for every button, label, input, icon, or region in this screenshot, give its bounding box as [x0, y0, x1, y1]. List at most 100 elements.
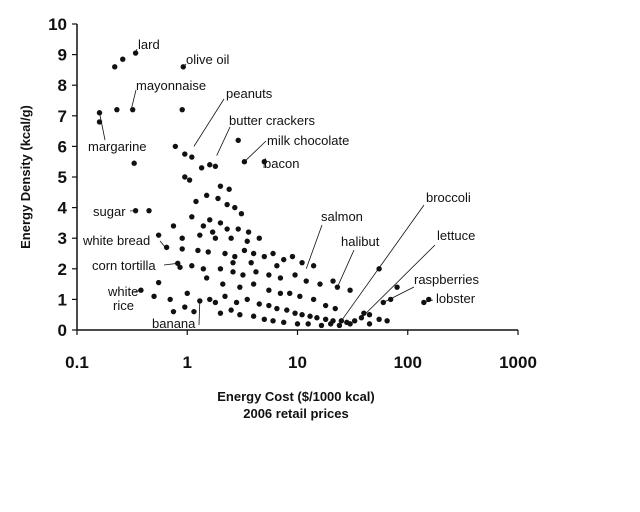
data-point: [120, 56, 126, 62]
data-point: [212, 235, 219, 241]
data-point: [209, 229, 216, 235]
data-point: [244, 296, 250, 303]
data-point: [376, 316, 382, 322]
data-point: [261, 253, 268, 260]
data-point: [366, 312, 373, 318]
y-tick-label: 8: [58, 76, 67, 95]
data-point: [203, 192, 210, 199]
data-point: [131, 160, 137, 166]
data-point: [248, 259, 254, 266]
annotation-leader: [159, 240, 167, 250]
annotation-label: raspberries: [414, 272, 480, 287]
y-tick-label: 7: [58, 107, 67, 126]
data-point: [220, 281, 226, 287]
annotation-label: olive oil: [186, 52, 229, 67]
data-point: [197, 232, 203, 238]
x-tick-label: 100: [394, 353, 422, 372]
annotation-label: broccoli: [426, 190, 471, 205]
data-point: [297, 293, 303, 300]
data-point: [237, 284, 243, 290]
data-point: [207, 296, 213, 303]
data-point: [250, 250, 257, 257]
data-point: [167, 296, 173, 303]
annotation-label: peanuts: [226, 86, 273, 101]
y-tick-label: 3: [58, 229, 67, 248]
data-point: [179, 235, 185, 241]
data-point: [205, 249, 211, 255]
annotation-leader: [361, 244, 436, 319]
annotation-label: butter crackers: [229, 113, 315, 128]
annotation-label: lettuce: [437, 228, 475, 243]
data-point: [129, 106, 136, 113]
y-tick-label: 1: [58, 290, 67, 309]
data-point: [207, 217, 213, 223]
data-point: [238, 211, 245, 217]
data-point: [228, 235, 234, 241]
data-point: [318, 322, 325, 329]
data-point: [200, 223, 207, 229]
data-point: [232, 253, 238, 260]
data-point: [277, 290, 284, 296]
data-point: [394, 284, 400, 290]
data-point: [179, 106, 185, 113]
data-point: [230, 269, 236, 275]
data-point: [207, 162, 213, 168]
data-point: [347, 287, 353, 293]
data-point: [151, 293, 157, 300]
y-tick-label: 6: [58, 137, 67, 156]
data-point: [270, 250, 276, 257]
data-point: [421, 299, 427, 306]
data-point: [146, 207, 152, 214]
data-point: [281, 256, 287, 263]
x-tick-label: 10: [288, 353, 307, 372]
data-point: [186, 177, 193, 183]
data-point: [266, 287, 272, 293]
data-point: [294, 321, 301, 327]
annotation-leader: [423, 299, 434, 303]
data-point: [317, 281, 323, 287]
data-point: [299, 312, 305, 318]
data-point: [114, 106, 120, 113]
data-point: [245, 229, 252, 235]
x-axis-subtitle: 2006 retail prices: [243, 406, 349, 421]
y-tick-label: 4: [58, 199, 68, 218]
annotation-leader: [383, 286, 415, 303]
data-point: [250, 313, 257, 319]
data-point: [292, 272, 298, 278]
data-point: [226, 186, 232, 192]
data-point: [179, 246, 185, 252]
annotation-leader: [132, 289, 142, 293]
data-point: [256, 301, 262, 307]
data-point: [189, 154, 195, 160]
annotation-leader: [341, 204, 425, 322]
data-point: [203, 275, 210, 281]
annotation-label: milk chocolate: [267, 133, 349, 148]
annotation-label: white bread: [82, 233, 150, 248]
data-point: [287, 290, 293, 296]
annotation-leader: [193, 98, 225, 147]
x-tick-label: 1000: [499, 353, 537, 372]
data-point: [256, 235, 262, 241]
data-point: [235, 226, 241, 232]
data-point: [230, 259, 236, 266]
data-point: [232, 204, 238, 211]
data-point: [314, 315, 320, 321]
data-point: [266, 272, 272, 278]
data-point: [330, 278, 336, 284]
data-point: [351, 318, 358, 324]
scatter-points: [96, 50, 432, 329]
annotation-label: mayonnaise: [136, 78, 206, 93]
data-point: [380, 299, 386, 306]
annotation-label: lard: [138, 37, 160, 52]
data-point: [241, 247, 248, 254]
data-point: [281, 319, 287, 326]
data-point: [212, 163, 219, 169]
data-point: [253, 269, 259, 275]
annotation-label: sugar: [93, 204, 126, 219]
x-tick-label: 0.1: [65, 353, 89, 372]
annotation-label: halibut: [341, 234, 380, 249]
x-ticks: 0.1 1 10 100 1000: [65, 330, 537, 372]
data-point: [322, 316, 329, 322]
data-point: [274, 263, 280, 269]
